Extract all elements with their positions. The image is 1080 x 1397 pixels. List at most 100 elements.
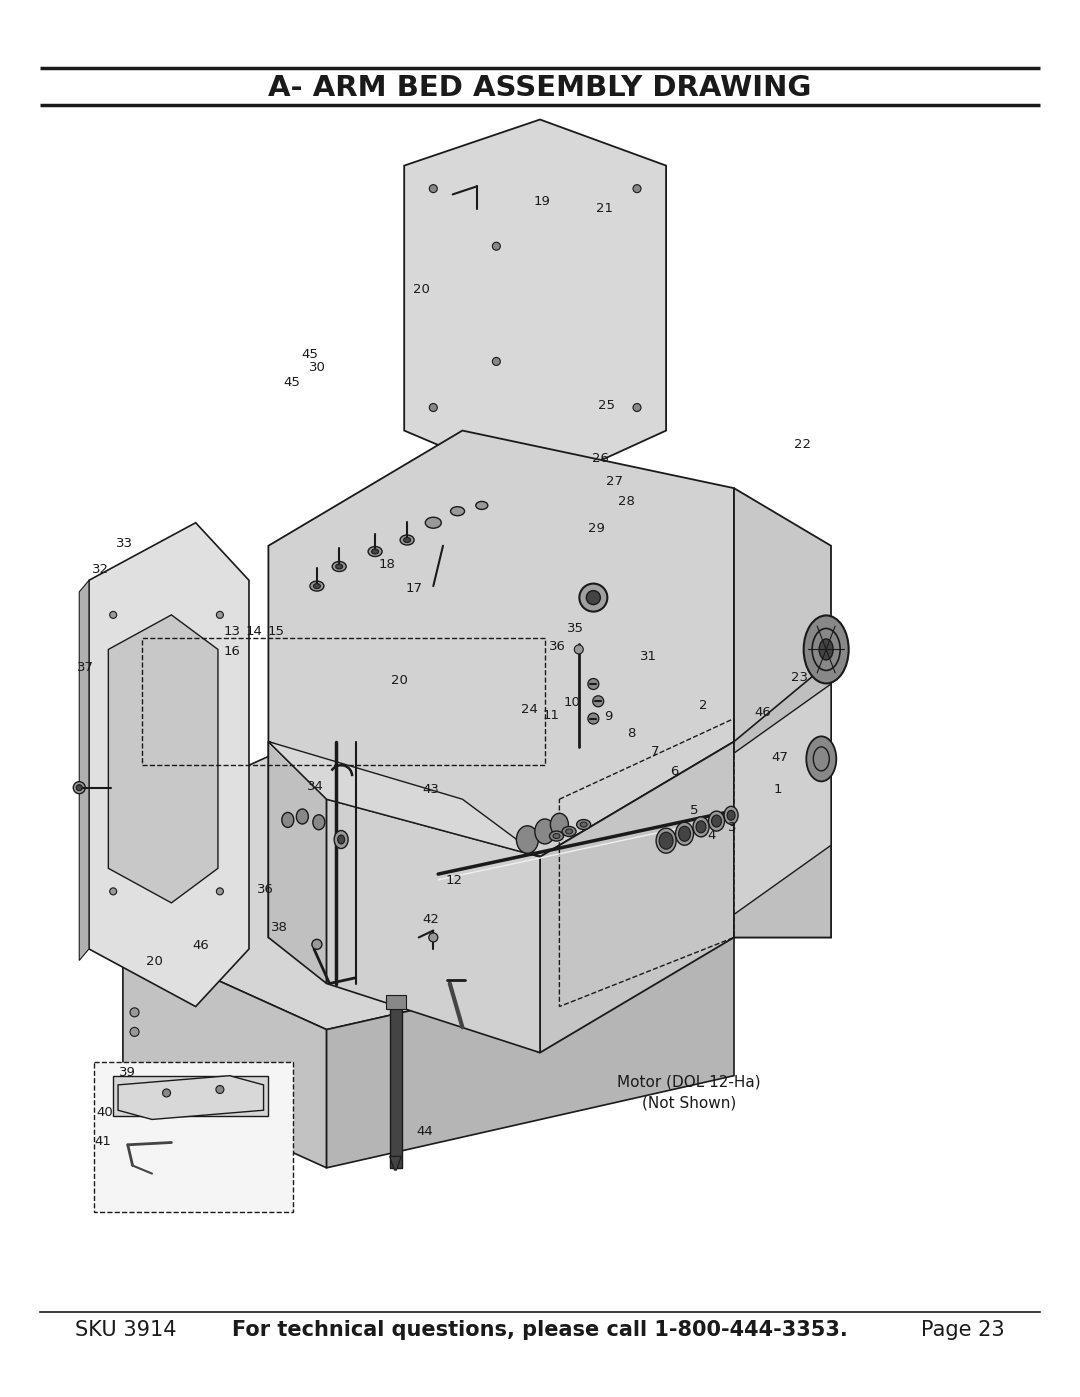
Ellipse shape <box>430 184 437 193</box>
Ellipse shape <box>588 679 598 690</box>
Polygon shape <box>108 615 218 902</box>
Ellipse shape <box>429 933 437 942</box>
Text: 19: 19 <box>534 194 551 208</box>
Ellipse shape <box>724 806 738 824</box>
Bar <box>143 638 544 764</box>
Text: 25: 25 <box>598 398 616 412</box>
Ellipse shape <box>593 696 604 707</box>
Polygon shape <box>734 661 831 937</box>
Polygon shape <box>390 1157 402 1171</box>
Ellipse shape <box>708 812 725 831</box>
Ellipse shape <box>130 1007 139 1017</box>
Ellipse shape <box>492 242 500 250</box>
Text: 28: 28 <box>618 495 635 509</box>
Ellipse shape <box>400 535 414 545</box>
Ellipse shape <box>807 736 836 781</box>
Text: 29: 29 <box>588 521 605 535</box>
Text: 7: 7 <box>651 745 660 759</box>
Text: 47: 47 <box>771 750 788 764</box>
Polygon shape <box>269 742 540 1053</box>
Text: 14: 14 <box>245 624 262 638</box>
Text: 12: 12 <box>445 873 462 887</box>
Ellipse shape <box>476 502 488 510</box>
Text: 46: 46 <box>754 705 771 719</box>
Text: 20: 20 <box>391 673 408 687</box>
Text: 16: 16 <box>224 644 241 658</box>
Ellipse shape <box>516 826 539 854</box>
Ellipse shape <box>333 562 347 571</box>
Polygon shape <box>269 742 326 983</box>
Polygon shape <box>118 1076 264 1119</box>
Bar <box>386 995 406 1009</box>
Ellipse shape <box>812 629 840 671</box>
Text: 33: 33 <box>116 536 133 550</box>
Ellipse shape <box>575 645 583 654</box>
Text: A- ARM BED ASSEMBLY DRAWING: A- ARM BED ASSEMBLY DRAWING <box>268 74 812 102</box>
Ellipse shape <box>310 581 324 591</box>
Text: 38: 38 <box>271 921 288 935</box>
Ellipse shape <box>712 814 721 827</box>
Ellipse shape <box>312 939 322 950</box>
Ellipse shape <box>216 1085 224 1094</box>
Text: 15: 15 <box>268 624 285 638</box>
Ellipse shape <box>804 616 849 683</box>
Ellipse shape <box>633 184 642 193</box>
Text: Motor (DOL 12-Ha)
(Not Shown): Motor (DOL 12-Ha) (Not Shown) <box>618 1074 760 1111</box>
Ellipse shape <box>678 826 690 841</box>
Text: SKU 3914: SKU 3914 <box>75 1320 176 1340</box>
Text: 34: 34 <box>307 780 324 793</box>
Ellipse shape <box>334 831 348 848</box>
Text: 6: 6 <box>670 764 678 778</box>
Ellipse shape <box>696 821 706 833</box>
Ellipse shape <box>492 358 500 366</box>
Ellipse shape <box>675 823 693 845</box>
Ellipse shape <box>216 888 224 895</box>
Text: 27: 27 <box>606 475 623 489</box>
Polygon shape <box>734 685 831 915</box>
Polygon shape <box>326 937 734 1168</box>
Text: 4: 4 <box>707 828 716 842</box>
Ellipse shape <box>313 584 321 588</box>
Ellipse shape <box>372 549 379 555</box>
Text: 37: 37 <box>77 661 94 675</box>
Bar <box>390 1004 402 1168</box>
Text: Page 23: Page 23 <box>921 1320 1005 1340</box>
Text: 24: 24 <box>521 703 538 717</box>
Text: 23: 23 <box>791 671 808 685</box>
Ellipse shape <box>551 813 568 835</box>
Text: 35: 35 <box>567 622 584 636</box>
Text: 13: 13 <box>224 624 241 638</box>
Ellipse shape <box>657 828 676 854</box>
Ellipse shape <box>426 517 442 528</box>
Text: 8: 8 <box>627 726 636 740</box>
Ellipse shape <box>296 809 309 824</box>
Polygon shape <box>123 731 734 1030</box>
Ellipse shape <box>450 507 464 515</box>
Text: 30: 30 <box>309 360 326 374</box>
Ellipse shape <box>338 835 345 844</box>
Ellipse shape <box>586 591 600 605</box>
Ellipse shape <box>336 564 342 569</box>
Ellipse shape <box>566 828 572 834</box>
Text: 9: 9 <box>604 710 612 724</box>
Ellipse shape <box>553 834 561 838</box>
Text: 32: 32 <box>92 563 109 577</box>
Text: 36: 36 <box>549 640 566 654</box>
Polygon shape <box>79 580 89 961</box>
Ellipse shape <box>579 584 607 612</box>
Text: 2: 2 <box>699 698 707 712</box>
Text: 1: 1 <box>773 782 782 796</box>
Text: 20: 20 <box>413 282 430 296</box>
Text: 45: 45 <box>283 376 300 390</box>
Ellipse shape <box>163 1088 171 1097</box>
Text: 39: 39 <box>119 1066 136 1080</box>
Text: 10: 10 <box>564 696 581 710</box>
Text: 40: 40 <box>96 1105 113 1119</box>
Text: For technical questions, please call 1-800-444-3353.: For technical questions, please call 1-8… <box>232 1320 848 1340</box>
Polygon shape <box>269 742 540 856</box>
Polygon shape <box>269 430 734 856</box>
Text: 5: 5 <box>690 803 699 817</box>
Ellipse shape <box>588 712 598 724</box>
Text: 44: 44 <box>416 1125 433 1139</box>
Text: 26: 26 <box>592 451 609 465</box>
